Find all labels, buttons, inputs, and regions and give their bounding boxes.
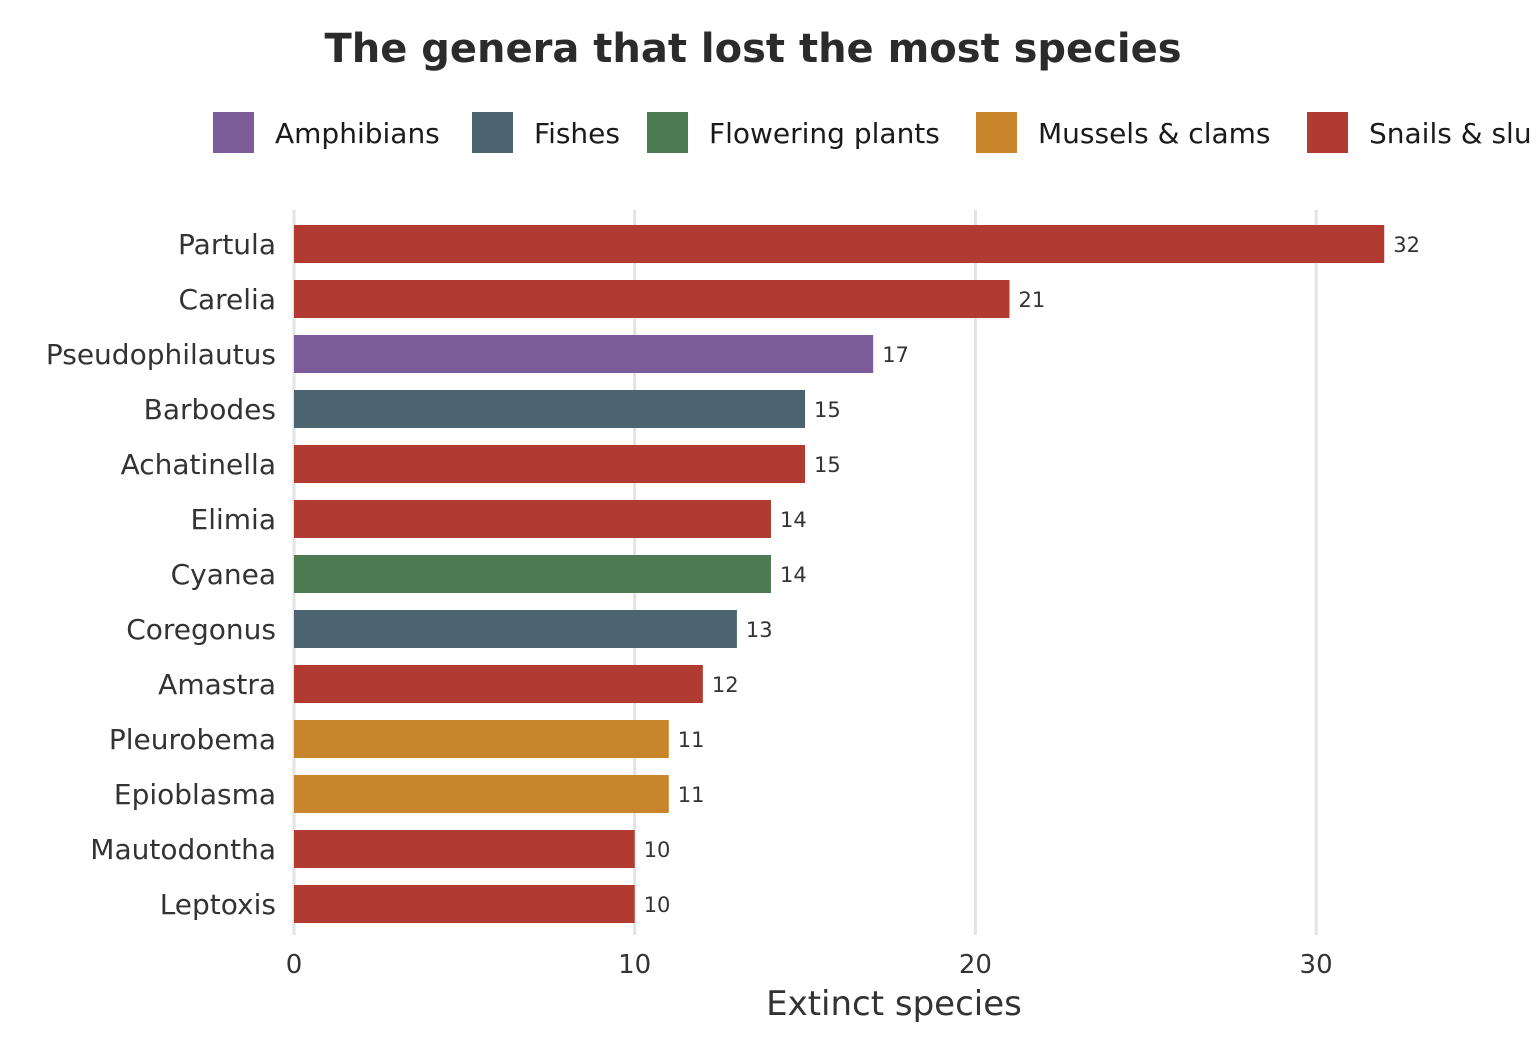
legend: Amphibians Fishes Flowering plants Mussels … [213, 112, 1532, 153]
category-label: Achatinella [121, 448, 276, 481]
legend-item-2: Flowering plants [647, 112, 940, 153]
bar-carelia [294, 280, 1010, 318]
legend-label: Flowering plants [709, 117, 940, 150]
category-label: Pleurobema [109, 723, 276, 756]
legend-swatch [976, 112, 1017, 153]
legend-label: Fishes [534, 117, 620, 150]
category-label: Coregonus [126, 613, 276, 646]
legend-label: Snails & slu [1369, 117, 1532, 150]
value-label: 17 [882, 343, 909, 367]
value-label: 15 [814, 398, 841, 422]
category-label: Carelia [178, 283, 276, 316]
value-label: 21 [1018, 288, 1045, 312]
value-label: 14 [780, 563, 807, 587]
category-label: Partula [178, 228, 276, 261]
bar-epioblasma [294, 775, 669, 813]
value-label: 10 [644, 893, 671, 917]
legend-label: Amphibians [275, 117, 440, 150]
legend-swatch [1307, 112, 1348, 153]
category-label: Amastra [158, 668, 276, 701]
x-axis-ticks: 0 10 20 30 [286, 950, 1333, 980]
legend-swatch [213, 112, 254, 153]
category-label: Pseudophilautus [46, 338, 276, 371]
category-label: Leptoxis [160, 888, 276, 921]
x-axis-title: Extinct species [766, 984, 1022, 1024]
legend-item-4: Snails & slu [1307, 112, 1532, 153]
bar-mautodontha [294, 830, 635, 868]
value-label: 15 [814, 453, 841, 477]
bar-partula [294, 225, 1385, 263]
legend-item-3: Mussels & clams [976, 112, 1271, 153]
legend-item-1: Fishes [472, 112, 620, 153]
bar-coregonus [294, 610, 737, 648]
value-label: 13 [746, 618, 773, 642]
category-label: Barbodes [144, 393, 276, 426]
x-tick-label: 0 [286, 950, 303, 980]
value-labels: 32 21 17 15 15 14 14 13 12 11 11 10 10 [644, 233, 1420, 917]
bar-barbodes [294, 390, 806, 428]
bar-leptoxis [294, 885, 635, 923]
category-label: Mautodontha [90, 833, 276, 866]
value-label: 32 [1393, 233, 1420, 257]
legend-label: Mussels & clams [1038, 117, 1271, 150]
value-label: 12 [712, 673, 739, 697]
legend-swatch [472, 112, 513, 153]
bar-cyanea [294, 555, 771, 593]
x-tick-label: 20 [959, 950, 992, 980]
bar-amastra [294, 665, 703, 703]
legend-item-0: Amphibians [213, 112, 440, 153]
bar-pleurobema [294, 720, 669, 758]
category-label: Elimia [191, 503, 276, 536]
value-label: 11 [678, 728, 705, 752]
value-label: 14 [780, 508, 807, 532]
value-label: 11 [678, 783, 705, 807]
category-labels: Partula Carelia Pseudophilautus Barbodes Ach… [46, 228, 276, 921]
x-tick-label: 10 [618, 950, 651, 980]
category-label: Cyanea [171, 558, 276, 591]
value-label: 10 [644, 838, 671, 862]
bar-achatinella [294, 445, 806, 483]
bar-elimia [294, 500, 771, 538]
legend-swatch [647, 112, 688, 153]
x-tick-label: 30 [1300, 950, 1333, 980]
bars [294, 225, 1385, 923]
chart-title: The genera that lost the most species [324, 26, 1181, 72]
category-label: Epioblasma [114, 778, 276, 811]
bar-pseudophilautus [294, 335, 874, 373]
